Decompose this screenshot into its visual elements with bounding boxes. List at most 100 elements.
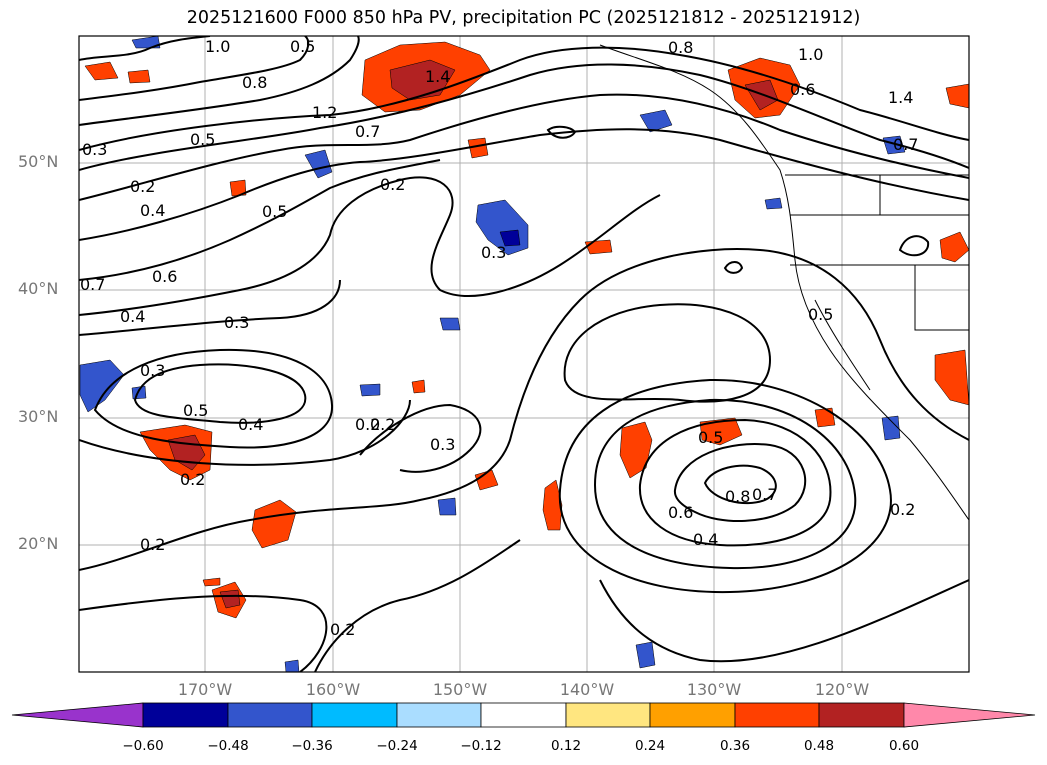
lon-label-120w: 120°W (814, 680, 870, 699)
pv-contour (79, 36, 211, 61)
pv-contour (599, 579, 969, 663)
precip-blob (619, 421, 653, 479)
precip-blob (882, 135, 906, 155)
contour-label: 0.7 (80, 275, 105, 294)
colorbar-tick: −0.48 (207, 738, 249, 754)
colorbar-segment (142, 702, 229, 728)
contour-label: 0.2 (370, 415, 395, 434)
pv-contour (723, 261, 744, 274)
precip-blob (131, 385, 147, 400)
contour-label: 0.7 (355, 122, 380, 141)
colorbar-tick: 0.24 (634, 738, 666, 754)
colorbar-tick: 0.12 (550, 738, 582, 754)
contour-label: 0.2 (330, 620, 355, 639)
precip-blob (881, 415, 901, 441)
pv-contour (79, 36, 360, 126)
precip-blob (467, 137, 489, 159)
pv-contour (79, 93, 969, 201)
contour-label: 0.8 (242, 73, 267, 92)
pv-contour (593, 398, 857, 570)
pv-contour (93, 348, 334, 449)
contour-label: 0.2 (180, 470, 205, 489)
contour-label: 0.6 (668, 503, 693, 522)
precip-blob (699, 417, 743, 446)
lon-label-160w: 160°W (305, 680, 361, 699)
colorbar-tick: −0.12 (460, 738, 502, 754)
contour-label: 1.0 (798, 45, 823, 64)
precip-blob (814, 407, 836, 428)
contour-label: 0.8 (668, 38, 693, 57)
precip-blob (359, 383, 381, 397)
pv-contour (546, 125, 577, 139)
contour-labels: 1.0 0.8 0.5 0.3 0.2 0.4 0.6 0.7 0.5 0.3 … (80, 37, 918, 639)
pv-contour (898, 235, 930, 257)
colorbar-segment (565, 702, 651, 728)
precip-blob (437, 497, 457, 516)
contour-label: 0.5 (183, 401, 208, 420)
contour-label: 0.4 (238, 415, 263, 434)
colorbar-segment (818, 702, 905, 728)
colorbar-segment (311, 702, 398, 728)
lon-label-140w: 140°W (559, 680, 615, 699)
contour-label: 0.7 (752, 485, 777, 504)
pv-contour (79, 159, 441, 281)
pv-contour (638, 418, 832, 547)
precip-shading (79, 36, 969, 672)
contour-label: 0.4 (140, 201, 165, 220)
contour-label: 0.5 (190, 130, 215, 149)
colorbar-extend-max (903, 702, 1036, 728)
lon-label-130w: 130°W (686, 680, 742, 699)
precip-blob (439, 317, 461, 331)
precip-blob (251, 499, 297, 549)
contour-label: 0.2 (130, 177, 155, 196)
precip-blob (79, 359, 125, 413)
lon-label-170w: 170°W (177, 680, 233, 699)
lat-label-30n: 30°N (18, 407, 59, 426)
pv-contour (79, 279, 341, 336)
precip-blob (84, 61, 119, 81)
contour-label: 0.3 (140, 361, 165, 380)
colorbar-extend-min (11, 702, 144, 728)
map-frame (78, 35, 970, 673)
coastline (599, 44, 969, 521)
colorbar-tick: 0.48 (803, 738, 835, 754)
contour-label: 0.3 (430, 435, 455, 454)
precip-blob (584, 239, 613, 255)
precip-blob (934, 349, 969, 406)
pv-contour (79, 46, 969, 151)
precip-blob (127, 69, 151, 84)
precip-blob (639, 109, 673, 133)
colorbar-tick: −0.36 (291, 738, 333, 754)
map-title: 2025121600 F000 850 hPa PV, precipitatio… (186, 8, 861, 28)
contour-label: 0.4 (693, 530, 718, 549)
contour-label: 0.6 (152, 267, 177, 286)
contour-label: 0.2 (890, 500, 915, 519)
colorbar-segment (649, 702, 736, 728)
contour-label: 0.5 (262, 202, 287, 221)
contour-label: 0.3 (481, 243, 506, 262)
precip-blob (499, 229, 521, 247)
colorbar-segment (480, 702, 567, 728)
contour-label: 0.6 (790, 80, 815, 99)
contour-label: 0.3 (82, 140, 107, 159)
pv-contour (558, 378, 892, 594)
precip-blob (131, 36, 161, 49)
precip-blob (229, 179, 247, 197)
contour-label: 1.4 (425, 67, 450, 86)
pv-contour (359, 403, 482, 473)
colorbar-tick: −0.60 (122, 738, 164, 754)
pv-contour (133, 363, 307, 424)
precip-blob (945, 83, 969, 109)
contour-label: 0.7 (893, 135, 918, 154)
lat-label-40n: 40°N (18, 279, 59, 298)
colorbar-segment (396, 702, 482, 728)
pv-contour (79, 128, 969, 241)
precip-blob (411, 379, 426, 394)
lat-label-50n: 50°N (18, 152, 59, 171)
contour-label: 1.2 (312, 103, 337, 122)
colorbar-tick: 0.36 (719, 738, 751, 754)
lat-label-20n: 20°N (18, 534, 59, 553)
contour-label: 1.0 (205, 37, 230, 56)
contour-label: 0.2 (140, 535, 165, 554)
